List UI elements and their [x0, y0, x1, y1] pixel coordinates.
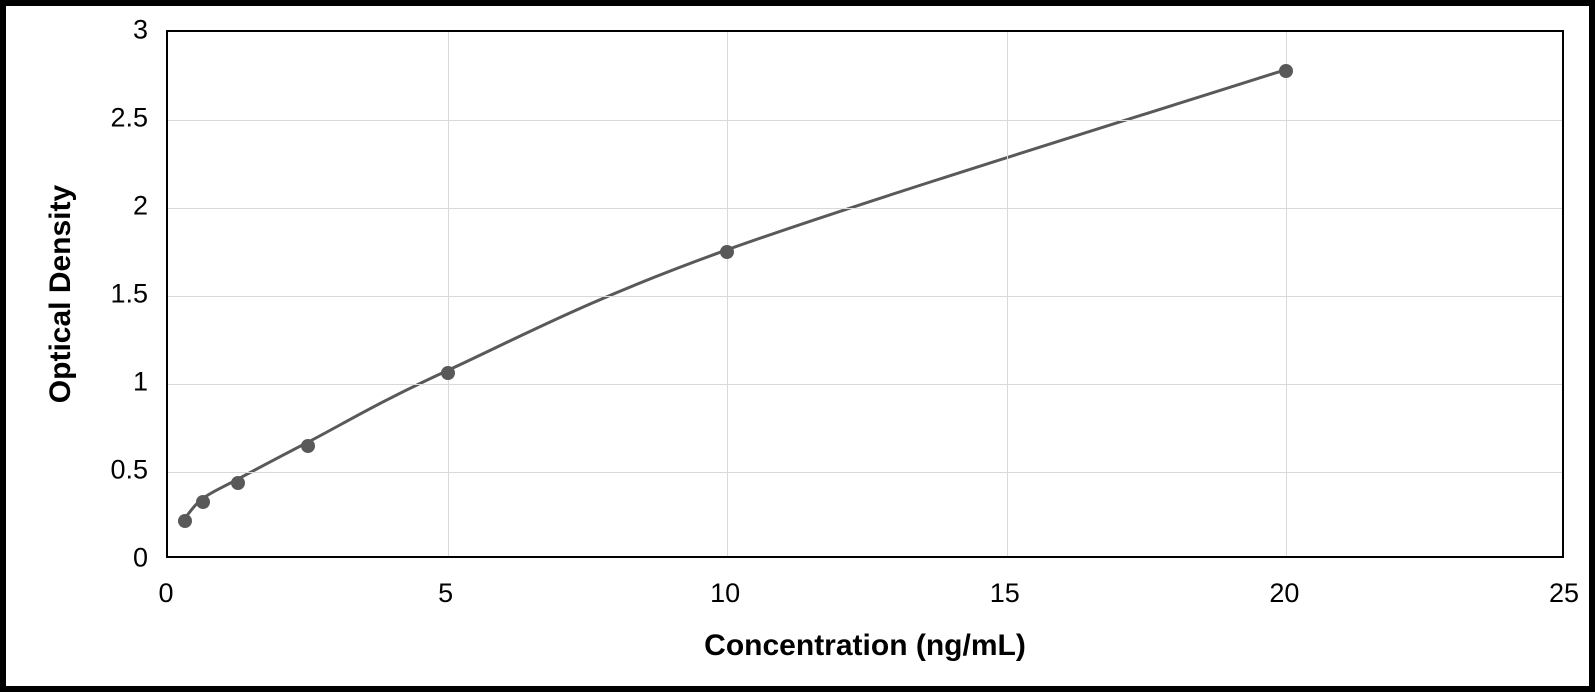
- data-marker: [301, 439, 315, 453]
- gridline-v: [727, 32, 728, 556]
- gridline-h: [168, 120, 1562, 121]
- y-tick-label: 2.5: [26, 103, 148, 134]
- x-tick-label: 10: [710, 578, 740, 609]
- x-tick-label: 15: [990, 578, 1020, 609]
- data-marker: [178, 514, 192, 528]
- gridline-h: [168, 208, 1562, 209]
- x-tick-label: 20: [1269, 578, 1299, 609]
- x-tick-label: 0: [158, 578, 173, 609]
- y-tick-label: 1: [26, 367, 148, 398]
- y-tick-label: 3: [26, 15, 148, 46]
- x-tick-label: 25: [1549, 578, 1579, 609]
- x-axis-label: Concentration (ng/mL): [704, 629, 1026, 663]
- gridline-h: [168, 472, 1562, 473]
- data-curve: [185, 70, 1283, 517]
- gridline-v: [1007, 32, 1008, 556]
- data-marker: [196, 495, 210, 509]
- y-tick-label: 0.5: [26, 455, 148, 486]
- y-tick-label: 0: [26, 543, 148, 574]
- data-marker: [1279, 64, 1293, 78]
- data-marker: [720, 245, 734, 259]
- x-tick-label: 5: [438, 578, 453, 609]
- data-marker: [441, 366, 455, 380]
- y-tick-label: 1.5: [26, 279, 148, 310]
- gridline-h: [168, 296, 1562, 297]
- chart-container: Concentration (ng/mL) Optical Density 05…: [0, 0, 1595, 692]
- data-marker: [231, 476, 245, 490]
- curve-svg: [168, 32, 1562, 556]
- gridline-h: [168, 384, 1562, 385]
- gridline-v: [448, 32, 449, 556]
- y-tick-label: 2: [26, 191, 148, 222]
- gridline-v: [1286, 32, 1287, 556]
- plot-area: [166, 30, 1564, 558]
